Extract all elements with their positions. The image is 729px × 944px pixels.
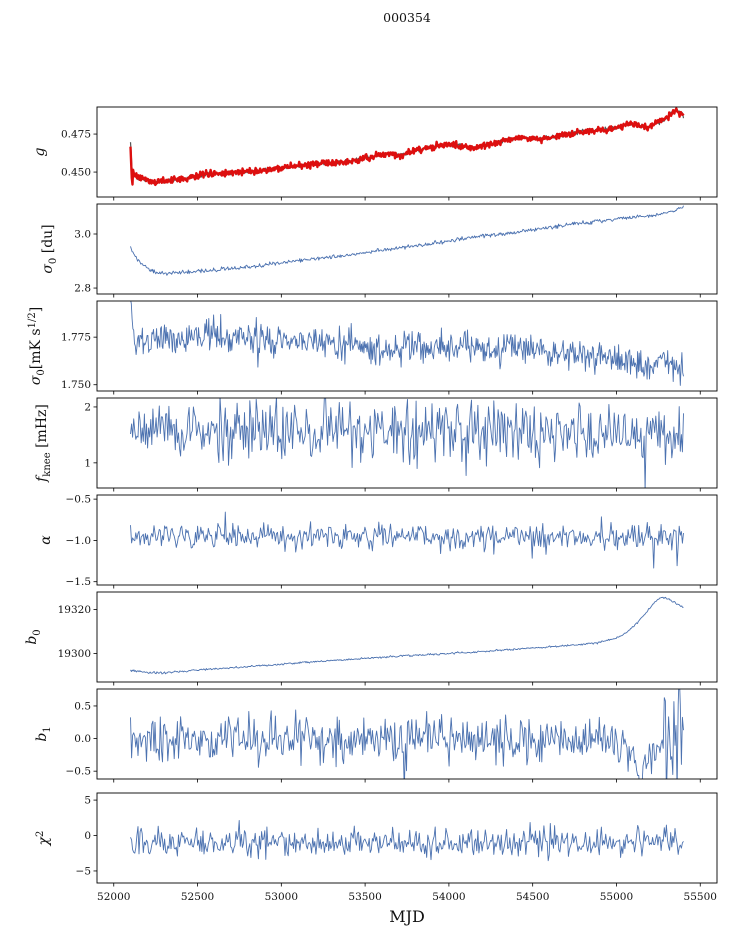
y-tick-label-chi2: 0 bbox=[84, 830, 91, 842]
y-tick-label-g: 0.475 bbox=[61, 129, 91, 141]
y-tick-label-chi2: 5 bbox=[84, 795, 91, 807]
chart-title: 000354 bbox=[383, 10, 431, 25]
series-sigma0-du bbox=[130, 205, 684, 276]
y-axis-label-chi2: χ2 bbox=[35, 831, 52, 847]
x-tick-label: 53000 bbox=[265, 891, 298, 903]
y-tick-label-b1: 0.0 bbox=[74, 733, 91, 745]
series-b1 bbox=[130, 689, 684, 779]
y-tick-label-alpha: −0.5 bbox=[66, 494, 92, 506]
y-tick-label-fknee: 2 bbox=[84, 401, 91, 413]
y-axis-label-fknee: fknee [mHz] bbox=[34, 404, 53, 483]
y-tick-label-b1: −0.5 bbox=[66, 766, 92, 778]
y-axis-label-b0: b0 bbox=[24, 629, 43, 644]
panel-sigma0-mks: 1.750 1.775 σ0[mK s1/2] bbox=[27, 300, 718, 395]
series-gain-data bbox=[129, 107, 685, 187]
panel-frame bbox=[96, 591, 718, 683]
panel-frame bbox=[96, 494, 718, 586]
y-axis-label-g: g bbox=[32, 147, 48, 156]
y-tick-label-b0: 19320 bbox=[58, 604, 91, 616]
y-tick-label-sigma0-du: 2.8 bbox=[74, 283, 91, 295]
y-tick-label-sigma0-du: 3.0 bbox=[74, 229, 91, 241]
panel-frame bbox=[96, 300, 718, 392]
x-axis-label: MJD bbox=[389, 907, 425, 926]
y-axis-label-alpha: α bbox=[38, 535, 54, 545]
panel-fknee: 1 2 fknee [mHz] bbox=[34, 397, 718, 492]
y-tick-label-alpha: −1.0 bbox=[66, 535, 92, 547]
panel-frame bbox=[96, 688, 718, 780]
y-tick-label-fknee: 1 bbox=[84, 457, 91, 469]
panel-frame bbox=[96, 792, 718, 884]
y-axis-label-b1: b1 bbox=[34, 726, 53, 741]
x-tick-label: 54000 bbox=[432, 891, 465, 903]
y-tick-label-g: 0.450 bbox=[61, 167, 91, 179]
y-tick-label-chi2: −5 bbox=[76, 865, 91, 877]
x-tick-label: 55000 bbox=[600, 891, 633, 903]
panel-sigma0-du: 2.8 3.0 σ0 [du] bbox=[40, 203, 718, 298]
panel-chi2: −5 0 5 χ2 bbox=[35, 792, 718, 887]
y-axis-label-sigma0-mks: σ0[mK s1/2] bbox=[27, 307, 47, 385]
panel-frame bbox=[96, 203, 718, 295]
y-tick-label-alpha: −1.5 bbox=[66, 576, 92, 588]
panel-frame bbox=[96, 397, 718, 489]
panel-g: 0.450 0.475 g bbox=[32, 106, 718, 201]
y-tick-label-b0: 19300 bbox=[58, 648, 91, 660]
panel-frame bbox=[96, 106, 718, 198]
x-tick-label: 54500 bbox=[516, 891, 549, 903]
y-tick-label-sigma0-mks: 1.750 bbox=[61, 379, 91, 391]
x-tick-label: 53500 bbox=[348, 891, 381, 903]
x-tick-label: 52500 bbox=[181, 891, 214, 903]
series-alpha bbox=[130, 511, 684, 569]
series-sigma0-mks bbox=[130, 301, 684, 386]
y-tick-label-sigma0-mks: 1.775 bbox=[61, 332, 91, 344]
y-axis-label-sigma0-du: σ0 [du] bbox=[40, 224, 59, 273]
panel-alpha: −1.5 −1.0 −0.5 α bbox=[38, 494, 718, 589]
x-tick-label: 52000 bbox=[97, 891, 130, 903]
x-tick-label: 55500 bbox=[684, 891, 717, 903]
series-chi2 bbox=[130, 820, 684, 862]
series-b0 bbox=[130, 596, 684, 675]
panel-b0: 19300 19320 b0 bbox=[24, 591, 718, 686]
y-tick-label-b1: 0.5 bbox=[74, 700, 91, 712]
series-fknee bbox=[130, 398, 684, 488]
panel-b1: −0.5 0.0 0.5 b1 bbox=[34, 688, 718, 783]
